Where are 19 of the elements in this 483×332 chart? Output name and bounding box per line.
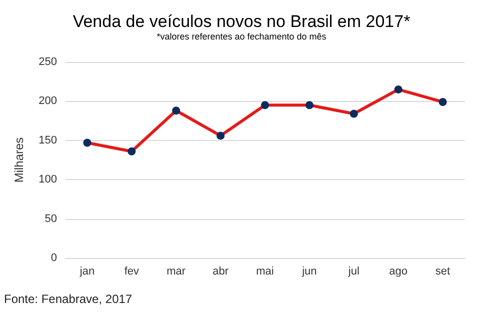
source-note: Fonte: Fenabrave, 2017 [4, 292, 132, 306]
x-tick-label: fev [124, 266, 140, 278]
x-tick-label: mar [166, 266, 186, 278]
x-tick-label: jul [347, 266, 360, 278]
y-tick-label: 50 [44, 212, 57, 225]
x-tick-label: mai [256, 266, 274, 278]
y-tick-label: 250 [38, 56, 57, 68]
y-axis-title: Milhares [12, 137, 26, 183]
x-tick-label: abr [212, 266, 229, 278]
x-tick-label: set [435, 266, 450, 278]
y-tick-label: 0 [50, 252, 57, 264]
x-tick-label: jun [301, 266, 317, 278]
x-tick-label: jan [78, 266, 95, 278]
y-tick-label: 100 [38, 174, 57, 186]
y-tick-label: 150 [38, 134, 57, 146]
x-tick-label: ago [389, 266, 408, 278]
chart-subtitle: *valores referentes ao fechamento do mês [156, 32, 327, 42]
y-tick-label: 200 [38, 95, 57, 108]
chart-title: Venda de veículos novos no Brasil em 2017* [72, 12, 411, 31]
